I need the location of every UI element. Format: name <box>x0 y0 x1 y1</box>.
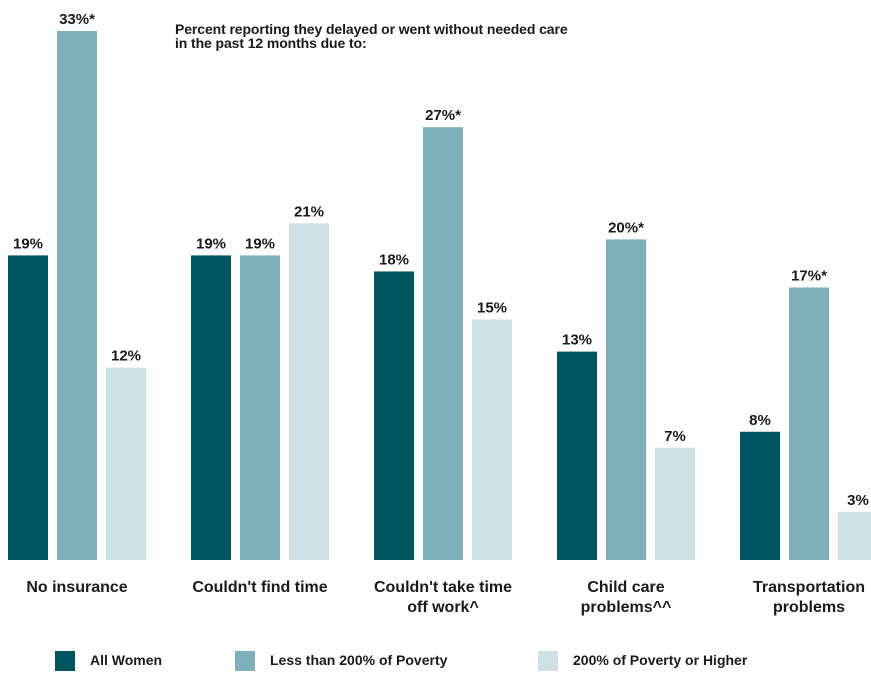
data-label-transportation-problems-less-than-200-of-poverty: 17%* <box>791 267 827 284</box>
data-label-couldn-t-take-time-off-work-200-of-poverty-or-higher: 15% <box>477 300 507 317</box>
category-label-transportation-problems: Transportation problems <box>753 579 865 616</box>
bar-child-care-problems-less-than-200-of-poverty <box>606 239 646 561</box>
data-label-child-care-problems-less-than-200-of-poverty: 20%* <box>608 219 644 236</box>
bar-no-insurance-all-women <box>8 255 48 560</box>
category-label-couldn-t-take-time-off-work: Couldn't take time off work^ <box>374 579 512 616</box>
bar-child-care-problems-200-of-poverty-or-higher <box>655 447 695 560</box>
legend-swatch-200-poverty-or-higher <box>538 651 558 671</box>
legend-swatch-all-women <box>55 651 75 671</box>
data-label-couldn-t-find-time-200-of-poverty-or-higher: 21% <box>294 203 324 220</box>
legend: All Women Less than 200% of Poverty 200%… <box>0 648 871 672</box>
data-label-no-insurance-all-women: 19% <box>13 235 43 252</box>
bar-couldn-t-take-time-off-work-200-of-poverty-or-higher <box>472 319 512 560</box>
bar-no-insurance-200-of-poverty-or-higher <box>106 367 146 560</box>
data-label-child-care-problems-all-women: 13% <box>562 332 592 349</box>
data-label-transportation-problems-all-women: 8% <box>749 412 771 429</box>
legend-swatch-less-than-200-poverty <box>235 651 255 671</box>
bar-couldn-t-take-time-off-work-all-women <box>374 271 414 560</box>
data-label-child-care-problems-200-of-poverty-or-higher: 7% <box>664 428 686 445</box>
data-label-couldn-t-find-time-less-than-200-of-poverty: 19% <box>245 235 275 252</box>
chart-title-line-1: Percent reporting they delayed or went w… <box>175 21 568 37</box>
chart-title-line-2: in the past 12 months due to: <box>175 35 367 51</box>
bar-child-care-problems-all-women <box>557 351 597 560</box>
bar-transportation-problems-all-women <box>740 431 780 560</box>
bar-transportation-problems-less-than-200-of-poverty <box>789 287 829 560</box>
data-label-couldn-t-take-time-off-work-all-women: 18% <box>379 251 409 268</box>
data-label-couldn-t-find-time-all-women: 19% <box>196 235 226 252</box>
bar-chart-plot: 19% 33%* 12% No insurance 19% 19% 21% Couldn't … <box>8 11 871 616</box>
legend-label-less-than-200-poverty: Less than 200% of Poverty <box>270 652 448 668</box>
bar-transportation-problems-200-of-poverty-or-higher <box>838 511 871 560</box>
bar-couldn-t-find-time-all-women <box>191 255 231 560</box>
legend-label-200-poverty-or-higher: 200% of Poverty or Higher <box>573 652 748 668</box>
data-label-transportation-problems-200-of-poverty-or-higher: 3% <box>847 492 869 509</box>
bar-no-insurance-less-than-200-of-poverty <box>57 31 97 560</box>
data-label-no-insurance-less-than-200-of-poverty: 33%* <box>59 11 95 28</box>
category-label-no-insurance: No insurance <box>26 579 127 596</box>
chart-title: Percent reporting they delayed or went w… <box>175 22 568 50</box>
bar-couldn-t-take-time-off-work-less-than-200-of-poverty <box>423 127 463 560</box>
legend-label-all-women: All Women <box>90 652 163 668</box>
category-label-couldn-t-find-time: Couldn't find time <box>192 579 327 596</box>
data-label-no-insurance-200-of-poverty-or-higher: 12% <box>111 348 141 365</box>
bar-couldn-t-find-time-less-than-200-of-poverty <box>240 255 280 560</box>
category-label-child-care-problems: Child care problems^^ <box>581 579 672 616</box>
bar-couldn-t-find-time-200-of-poverty-or-higher <box>289 223 329 560</box>
data-label-couldn-t-take-time-off-work-less-than-200-of-poverty: 27%* <box>425 107 461 124</box>
